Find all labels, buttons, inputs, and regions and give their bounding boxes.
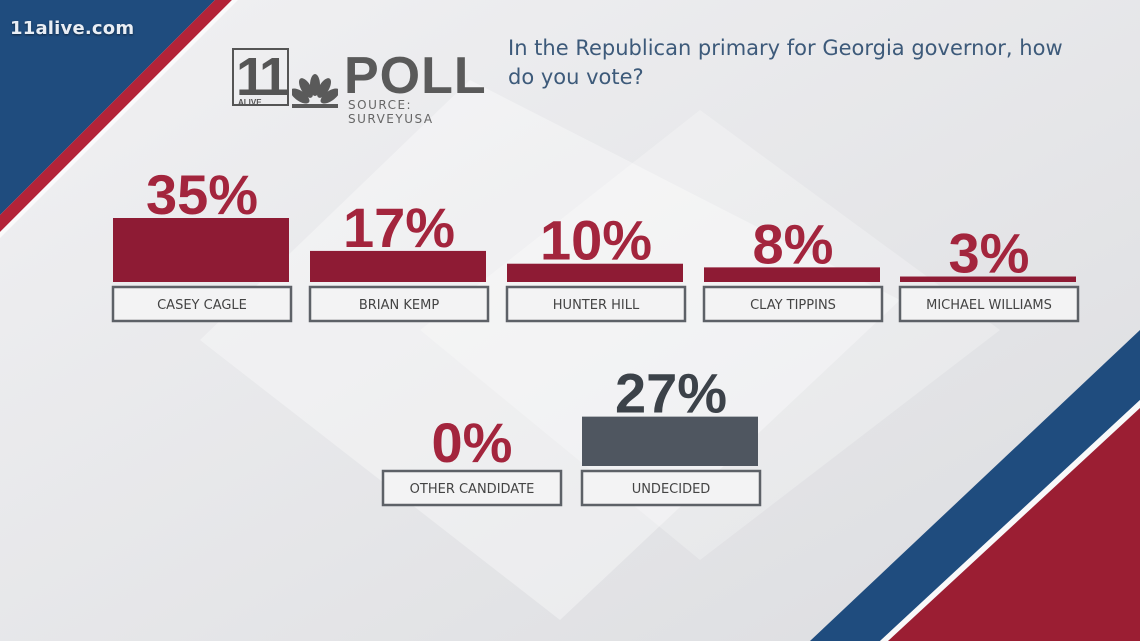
value-label-michael-williams: 3% (949, 222, 1030, 285)
station-logo: 11 (232, 48, 289, 106)
bar-brian-kemp (310, 250, 486, 282)
label-box-other-candidate (381, 469, 563, 507)
label-box-casey-cagle (111, 285, 293, 323)
corner-stripe-white (0, 0, 238, 238)
poll-source: SOURCE: SURVEYUSA (348, 98, 434, 126)
corner-stripe-red (888, 408, 1140, 641)
bar-clay-tippins (704, 267, 880, 282)
corner-stripe-blue (810, 330, 1140, 641)
station-logo-alive: ALIVE (238, 98, 262, 107)
poll-question: In the Republican primary for Georgia go… (508, 36, 1063, 89)
site-watermark: 11alive.com (10, 18, 135, 39)
label-box-michael-williams (898, 285, 1080, 323)
bar-chart: 35% CASEY CAGLE 17% BRIAN KEMP 10% HUNTER HIL… (111, 163, 1080, 507)
value-label-other-candidate: 0% (432, 411, 513, 474)
category-label-casey-cagle: CASEY CAGLE (157, 298, 247, 313)
bar-casey-cagle (113, 218, 289, 282)
category-label-clay-tippins: CLAY TIPPINS (750, 298, 836, 313)
value-label-clay-tippins: 8% (753, 212, 834, 275)
label-box-hunter-hill (505, 285, 687, 323)
category-label-hunter-hill: HUNTER HILL (553, 298, 640, 313)
label-box-clay-tippins (702, 285, 884, 323)
label-box-undecided (580, 469, 762, 507)
value-label-casey-cagle: 35% (146, 163, 258, 226)
background-diamond (200, 80, 900, 620)
bar-hunter-hill (507, 263, 683, 282)
corner-stripe-white (880, 400, 1140, 641)
bar-undecided (582, 416, 758, 466)
poll-logo: 11 ALIVE POLL SOURCE: SURVEYUSA (232, 48, 486, 126)
value-label-brian-kemp: 17% (343, 196, 455, 259)
label-box-brian-kemp (308, 285, 490, 323)
category-label-michael-williams: MICHAEL WILLIAMS (926, 298, 1052, 313)
value-label-hunter-hill: 10% (540, 209, 652, 272)
category-label-other-candidate: OTHER CANDIDATE (410, 482, 535, 497)
category-label-brian-kemp: BRIAN KEMP (359, 298, 439, 313)
peacock-icon (292, 74, 338, 108)
category-label-undecided: UNDECIDED (632, 482, 711, 497)
background-diamond (420, 110, 1000, 560)
bar-michael-williams (900, 276, 1076, 282)
value-label-undecided: 27% (615, 362, 727, 425)
poll-wordmark: POLL (344, 47, 487, 105)
